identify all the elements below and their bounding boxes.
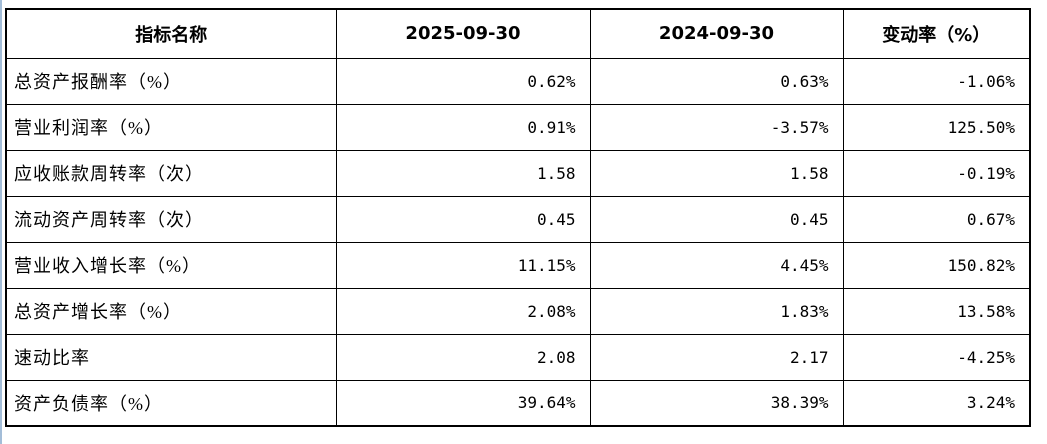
table-row: 应收账款周转率（次） 1.58 1.58 -0.19%	[5, 149, 1031, 197]
table-row: 资产负债率（%） 39.64% 38.39% 3.24%	[5, 379, 1031, 427]
col-header-change-rate: 变动率（%）	[842, 8, 1031, 59]
change-rate: -4.25%	[842, 333, 1031, 381]
indicator-name: 总资产报酬率（%）	[5, 57, 337, 105]
indicator-name: 营业利润率（%）	[5, 103, 337, 151]
table-row: 营业利润率（%） 0.91% -3.57% 125.50%	[5, 103, 1031, 151]
value-2025: 0.45	[335, 195, 591, 243]
indicator-name: 资产负债率（%）	[5, 379, 337, 427]
indicator-name: 总资产增长率（%）	[5, 287, 337, 335]
value-2024: 1.83%	[589, 287, 844, 335]
value-2025: 39.64%	[335, 379, 591, 427]
value-2024: 1.58	[589, 149, 844, 197]
change-rate: 3.24%	[842, 379, 1031, 427]
value-2024: 0.45	[589, 195, 844, 243]
table-row: 速动比率 2.08 2.17 -4.25%	[5, 333, 1031, 381]
table-row: 营业收入增长率（%） 11.15% 4.45% 150.82%	[5, 241, 1031, 289]
table-row: 总资产报酬率（%） 0.62% 0.63% -1.06%	[5, 57, 1031, 105]
col-header-2024-09-30: 2024-09-30	[589, 8, 844, 59]
change-rate: 125.50%	[842, 103, 1031, 151]
indicator-name: 速动比率	[5, 333, 337, 381]
col-header-2025-09-30: 2025-09-30	[335, 8, 591, 59]
value-2025: 2.08	[335, 333, 591, 381]
table-row: 总资产增长率（%） 2.08% 1.83% 13.58%	[5, 287, 1031, 335]
col-header-indicator-name: 指标名称	[5, 8, 337, 59]
change-rate: 0.67%	[842, 195, 1031, 243]
value-2024: 4.45%	[589, 241, 844, 289]
indicator-name: 营业收入增长率（%）	[5, 241, 337, 289]
left-edge-line	[0, 0, 2, 444]
value-2024: 38.39%	[589, 379, 844, 427]
change-rate: -1.06%	[842, 57, 1031, 105]
value-2025: 0.62%	[335, 57, 591, 105]
change-rate: 13.58%	[842, 287, 1031, 335]
value-2025: 11.15%	[335, 241, 591, 289]
value-2024: -3.57%	[589, 103, 844, 151]
table-header-row: 指标名称 2025-09-30 2024-09-30 变动率（%）	[5, 8, 1031, 59]
indicator-name: 应收账款周转率（次）	[5, 149, 337, 197]
value-2025: 2.08%	[335, 287, 591, 335]
table-row: 流动资产周转率（次） 0.45 0.45 0.67%	[5, 195, 1031, 243]
value-2025: 0.91%	[335, 103, 591, 151]
value-2024: 2.17	[589, 333, 844, 381]
value-2025: 1.58	[335, 149, 591, 197]
value-2024: 0.63%	[589, 57, 844, 105]
financial-indicators-table-container: 指标名称 2025-09-30 2024-09-30 变动率（%） 总资产报酬率…	[5, 8, 1031, 427]
change-rate: -0.19%	[842, 149, 1031, 197]
financial-indicators-table: 指标名称 2025-09-30 2024-09-30 变动率（%） 总资产报酬率…	[5, 8, 1031, 427]
change-rate: 150.82%	[842, 241, 1031, 289]
indicator-name: 流动资产周转率（次）	[5, 195, 337, 243]
